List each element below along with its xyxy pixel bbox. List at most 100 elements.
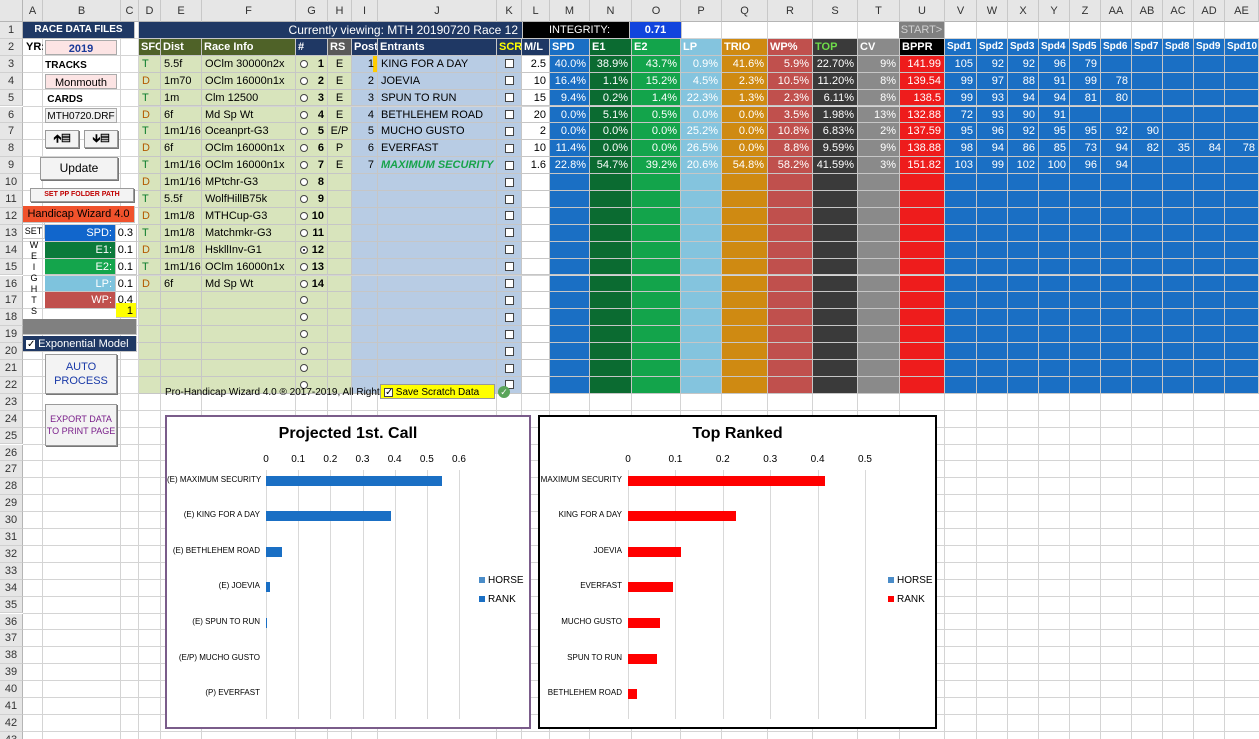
chart-bar[interactable]	[266, 475, 442, 486]
race-number[interactable]: 11	[296, 224, 328, 242]
race-dist[interactable]: 1m	[161, 89, 202, 107]
race-dist[interactable]: 1m1/8	[161, 241, 202, 259]
column-header-ae[interactable]: AE	[1225, 0, 1259, 22]
chart-bar[interactable]	[628, 617, 661, 628]
entrant-ml[interactable]: 10	[522, 140, 550, 158]
race-number[interactable]	[296, 343, 328, 360]
entrant-spd-fig[interactable]	[1194, 89, 1225, 107]
race-select-radio[interactable]	[300, 59, 308, 68]
race-number[interactable]	[296, 376, 328, 394]
race-info[interactable]: HskllInv-G1	[202, 241, 296, 259]
entrant-bppr[interactable]: 141.99	[900, 55, 945, 73]
entrant-trio[interactable]: 0.0%	[722, 123, 768, 141]
race-info[interactable]: Clm 12500	[202, 89, 296, 107]
entrant-post[interactable]: 4	[352, 106, 378, 124]
race-dist[interactable]: 1m1/8	[161, 207, 202, 225]
race-number[interactable]	[296, 309, 328, 327]
entrant-name[interactable]: MAXIMUM SECURITY	[378, 157, 497, 175]
entrant-cv[interactable]: 8%	[858, 72, 900, 90]
race-select-radio[interactable]	[300, 110, 308, 119]
entrant-lp[interactable]: 20.6%	[681, 157, 722, 175]
entrant-spd-fig[interactable]	[1194, 72, 1225, 90]
entrant-spd-fig[interactable]	[1225, 106, 1259, 124]
race-number[interactable]: 3	[296, 89, 328, 107]
race-dist[interactable]: 1m1/16	[161, 174, 202, 191]
entrant-cv[interactable]: 8%	[858, 89, 900, 107]
entrant-spd-fig[interactable]: 96	[1070, 157, 1101, 175]
entrant-cv[interactable]: 2%	[858, 123, 900, 141]
race-info[interactable]: WolfHillB75k	[202, 191, 296, 208]
race-select-radio[interactable]	[300, 195, 308, 203]
card-select[interactable]: MTH0720.DRF	[45, 108, 117, 123]
export-data-button[interactable]: EXPORT DATA TO PRINT PAGE	[45, 404, 117, 446]
column-header-a[interactable]: A	[23, 0, 43, 22]
race-number[interactable]: 1	[296, 55, 328, 73]
row-header-19[interactable]: 19	[0, 326, 23, 344]
col-title-lp[interactable]: LP	[681, 38, 722, 56]
weight-value-spd[interactable]: 0.3	[116, 224, 137, 242]
column-header-g[interactable]: G	[296, 0, 328, 22]
column-header-m[interactable]: M	[550, 0, 590, 22]
column-header-x[interactable]: X	[1008, 0, 1039, 22]
chart-bar[interactable]	[266, 617, 267, 628]
entrant-scratch[interactable]	[497, 309, 522, 327]
entrant-e2[interactable]: 0.0%	[632, 140, 681, 158]
row-header-31[interactable]: 31	[0, 529, 23, 546]
entrant-spd-fig[interactable]	[1225, 89, 1259, 107]
entrant-name[interactable]: MUCHO GUSTO	[378, 123, 497, 141]
column-header-y[interactable]: Y	[1039, 0, 1070, 22]
column-header-t[interactable]: T	[858, 0, 900, 22]
entrant-lp[interactable]: 22.3%	[681, 89, 722, 107]
entrant-e2[interactable]: 39.2%	[632, 157, 681, 175]
race-dist[interactable]: 1m1/8	[161, 224, 202, 242]
race-dist[interactable]: 6f	[161, 106, 202, 124]
race-sfc[interactable]: T	[139, 55, 161, 73]
row-header-20[interactable]: 20	[0, 343, 23, 360]
row-header-2[interactable]: 2	[0, 38, 23, 56]
column-header-l[interactable]: L	[522, 0, 550, 22]
column-header-ac[interactable]: AC	[1163, 0, 1194, 22]
entrant-name[interactable]: KING FOR A DAY	[378, 55, 497, 73]
entrant-ml[interactable]: 15	[522, 89, 550, 107]
entrant-lp[interactable]: 26.5%	[681, 140, 722, 158]
race-select-radio[interactable]	[300, 262, 308, 271]
race-info[interactable]: MPtchr-G3	[202, 174, 296, 191]
race-select-radio[interactable]	[300, 296, 308, 305]
entrant-spd-fig[interactable]: 97	[977, 72, 1008, 90]
chart-legend-item[interactable]: RANK	[479, 594, 516, 605]
entrant-spd-fig[interactable]: 99	[945, 72, 977, 90]
entrant-spd[interactable]: 0.0%	[550, 123, 590, 141]
race-info[interactable]: OClm 16000n1x	[202, 258, 296, 276]
row-header-32[interactable]: 32	[0, 545, 23, 563]
entrant-scratch[interactable]	[497, 292, 522, 310]
top-ranked-chart[interactable]: Top Ranked 0 0.1 0.2 0.3 0.4 0.5 MAXIMUM SECURI…	[538, 415, 937, 729]
entrant-scratch[interactable]	[497, 89, 522, 107]
entrant-scratch[interactable]	[497, 174, 522, 191]
chart-legend-item[interactable]: RANK	[888, 594, 925, 605]
entrant-spd-fig[interactable]	[1163, 123, 1194, 141]
scratch-checkbox[interactable]	[504, 143, 514, 153]
race-dist[interactable]: 1m1/16	[161, 258, 202, 276]
entrant-spd-fig[interactable]: 92	[1008, 123, 1039, 141]
entrant-lp[interactable]: 4.5%	[681, 72, 722, 90]
entrant-rs[interactable]: E	[328, 157, 352, 175]
chart-bar[interactable]	[628, 582, 674, 593]
entrant-ml[interactable]: 10	[522, 72, 550, 90]
race-sfc[interactable]: D	[139, 275, 161, 293]
col-title-spd3[interactable]: Spd3	[1008, 38, 1039, 56]
scratch-checkbox[interactable]	[504, 363, 514, 373]
col-title-post[interactable]: Post	[352, 38, 378, 56]
column-header-aa[interactable]: AA	[1101, 0, 1132, 22]
row-header-41[interactable]: 41	[0, 698, 23, 715]
entrant-top[interactable]: 1.98%	[813, 106, 858, 124]
entrant-rs[interactable]: E	[328, 72, 352, 90]
race-dist[interactable]: 1m1/16	[161, 123, 202, 141]
save-scratch-toggle[interactable]: ✓ Save Scratch Data	[380, 384, 495, 399]
projected-first-call-chart[interactable]: Projected 1st. Call 0 0.1 0.2 0.3 0.4 0.5 0.6 (E…	[165, 415, 531, 729]
row-header-11[interactable]: 11	[0, 191, 23, 208]
row-header-34[interactable]: 34	[0, 579, 23, 597]
yr-value[interactable]: 2019	[45, 40, 117, 55]
race-select-radio[interactable]	[300, 330, 308, 339]
entrant-trio[interactable]: 0.0%	[722, 106, 768, 124]
entrant-spd-fig[interactable]	[1225, 72, 1259, 90]
